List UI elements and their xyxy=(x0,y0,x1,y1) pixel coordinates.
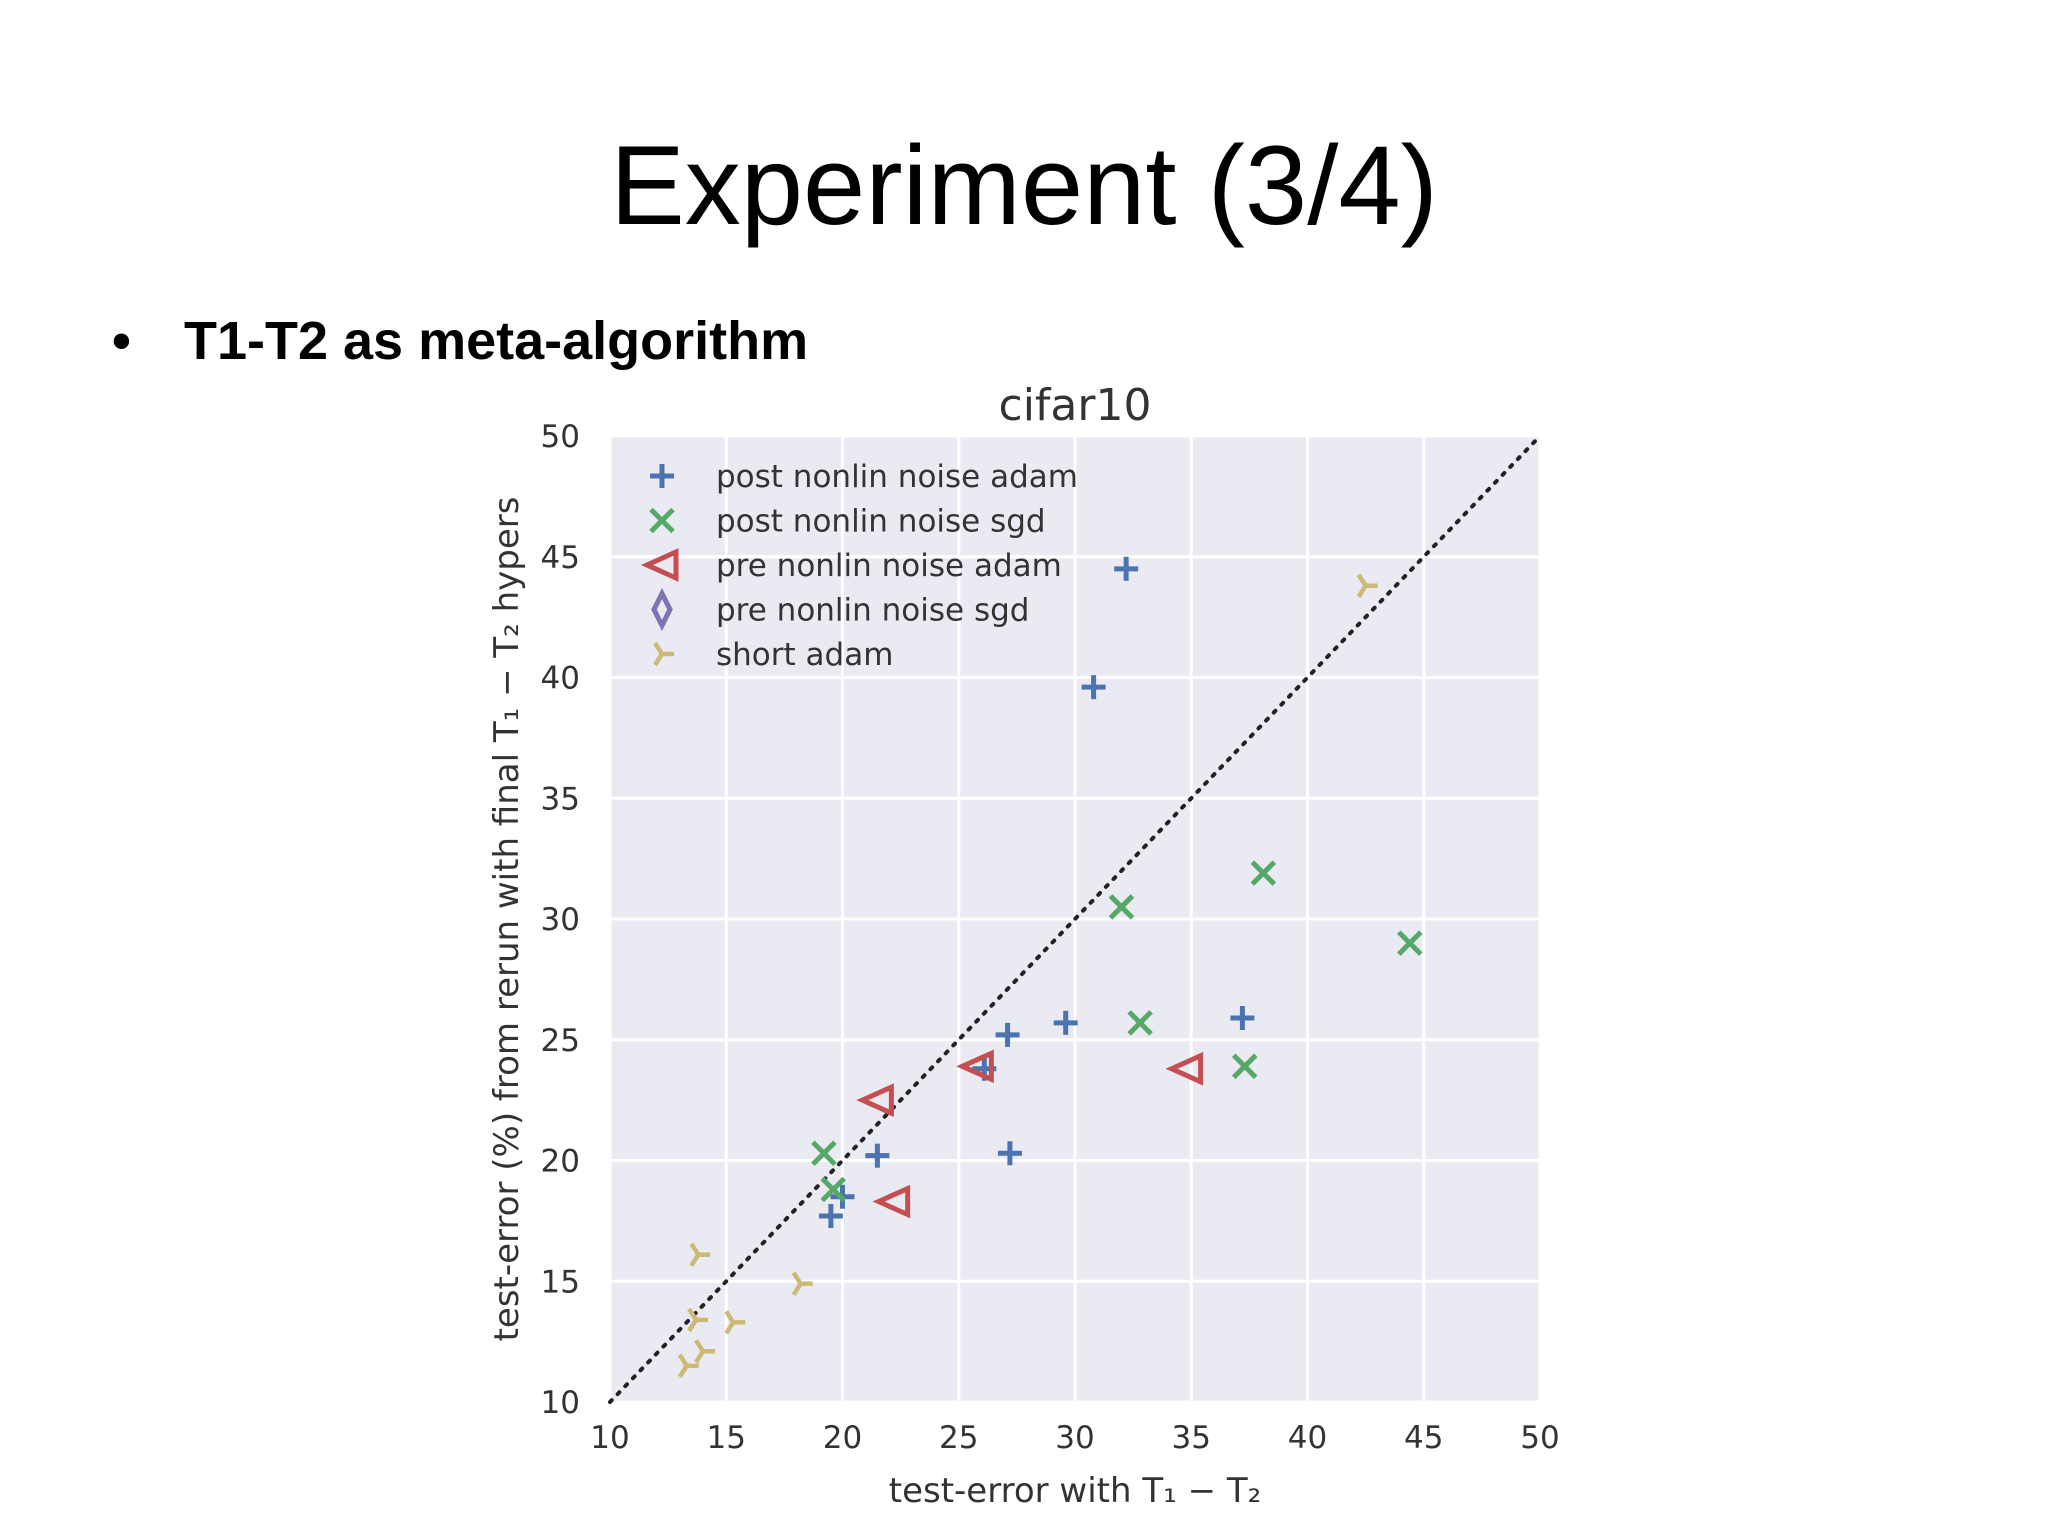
legend-label: post nonlin noise sgd xyxy=(716,504,1046,540)
bullet-item: • T1-T2 as meta-algorithm xyxy=(112,311,809,371)
data-point xyxy=(689,1242,711,1267)
data-point xyxy=(811,1140,837,1167)
data-point xyxy=(1397,930,1423,956)
grid-horizontal xyxy=(610,434,1540,1404)
data-point xyxy=(687,1307,709,1333)
data-point xyxy=(956,1049,994,1084)
y-tick-label: 20 xyxy=(541,1144,580,1180)
data-point xyxy=(818,1204,843,1229)
x-tick-label: 30 xyxy=(1055,1420,1094,1456)
data-point xyxy=(820,1176,846,1203)
y-tick-labels: 10 15 20 25 30 35 40 45 50 xyxy=(541,419,580,1421)
y-tick-label: 35 xyxy=(541,781,580,817)
x-tick-label: 15 xyxy=(707,1420,746,1456)
legend-marker xyxy=(640,548,679,582)
y-tick-label: 40 xyxy=(541,661,580,697)
x-axis-label: test-error with T₁ − T₂ xyxy=(889,1471,1262,1511)
y-axis-label: test-error (%) from rerun with final T₁ … xyxy=(487,497,527,1342)
data-point xyxy=(1053,1010,1078,1035)
x-tick-label: 20 xyxy=(823,1420,862,1456)
bullet-marker: • xyxy=(112,311,131,371)
data-point xyxy=(1356,573,1378,598)
legend-label: pre nonlin noise sgd xyxy=(716,593,1029,629)
data-point xyxy=(1230,1006,1255,1031)
identity-diagonal-line xyxy=(608,434,1542,1404)
x-tick-label: 45 xyxy=(1404,1420,1443,1456)
data-markers xyxy=(677,556,1423,1378)
chart-legend: post nonlin noise adam post nonlin noise … xyxy=(640,459,1078,673)
legend-marker xyxy=(651,587,673,632)
data-point xyxy=(865,1143,890,1168)
data-point xyxy=(1165,1051,1204,1086)
data-point xyxy=(791,1271,813,1296)
legend-label: short adam xyxy=(716,637,893,673)
data-point xyxy=(724,1310,746,1335)
data-point xyxy=(872,1184,911,1219)
data-point xyxy=(677,1353,699,1378)
x-tick-label: 10 xyxy=(590,1420,629,1456)
x-tick-label: 50 xyxy=(1520,1420,1559,1456)
y-tick-label: 50 xyxy=(541,419,580,455)
data-point xyxy=(1108,894,1135,920)
data-point xyxy=(1114,556,1139,581)
data-point xyxy=(1231,1053,1258,1080)
y-tick-label: 45 xyxy=(541,540,580,576)
x-tick-label: 40 xyxy=(1288,1420,1327,1456)
x-tick-label: 25 xyxy=(939,1420,978,1456)
legend-marker xyxy=(650,464,674,488)
data-point xyxy=(856,1083,894,1117)
bullet-text: T1-T2 as meta-algorithm xyxy=(184,311,809,371)
y-tick-label: 30 xyxy=(541,902,580,938)
y-tick-label: 25 xyxy=(541,1023,580,1059)
data-point xyxy=(995,1022,1020,1047)
x-tick-label: 35 xyxy=(1172,1420,1211,1456)
chart-title: cifar10 xyxy=(999,380,1152,431)
data-point xyxy=(1250,860,1277,886)
data-point xyxy=(694,1339,715,1364)
y-tick-label: 10 xyxy=(541,1385,580,1421)
y-tick-label: 15 xyxy=(541,1264,580,1300)
legend-label: pre nonlin noise adam xyxy=(716,548,1062,584)
slide-title: Experiment (3/4) xyxy=(610,123,1438,248)
legend-marker xyxy=(649,507,675,534)
legend-marker xyxy=(653,641,674,667)
data-point xyxy=(1081,675,1106,700)
x-tick-labels: 10 15 20 25 30 35 40 45 50 xyxy=(590,1420,1559,1456)
data-point xyxy=(997,1141,1022,1166)
legend-label: post nonlin noise adam xyxy=(716,459,1078,495)
data-point xyxy=(1127,1010,1153,1036)
